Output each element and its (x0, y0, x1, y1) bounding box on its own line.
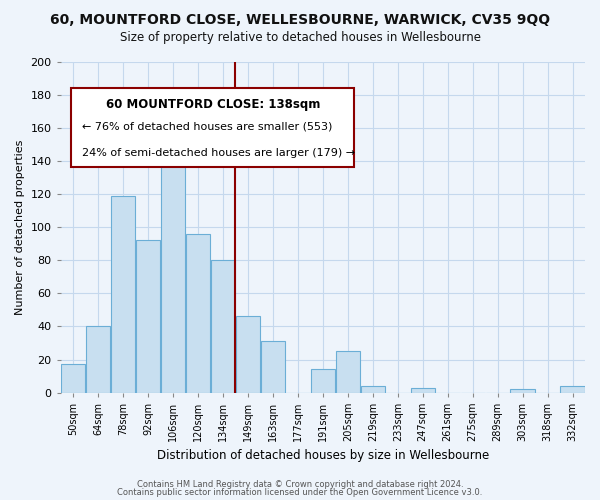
Y-axis label: Number of detached properties: Number of detached properties (15, 140, 25, 315)
Bar (186, 234, 210, 392)
Bar (211, 260, 235, 392)
Bar (560, 386, 584, 392)
Bar (336, 351, 360, 393)
Text: 60 MOUNTFORD CLOSE: 138sqm: 60 MOUNTFORD CLOSE: 138sqm (106, 98, 320, 111)
Bar (361, 386, 385, 392)
Bar (311, 370, 335, 392)
Bar (511, 390, 535, 392)
Text: Contains public sector information licensed under the Open Government Licence v3: Contains public sector information licen… (118, 488, 482, 497)
Text: Size of property relative to detached houses in Wellesbourne: Size of property relative to detached ho… (119, 31, 481, 44)
FancyBboxPatch shape (71, 88, 355, 168)
Text: ← 76% of detached houses are smaller (553): ← 76% of detached houses are smaller (55… (82, 121, 332, 131)
X-axis label: Distribution of detached houses by size in Wellesbourne: Distribution of detached houses by size … (157, 450, 489, 462)
Bar (410, 388, 435, 392)
Bar (161, 116, 185, 392)
Bar (86, 326, 110, 392)
Bar (261, 342, 285, 392)
Text: Contains HM Land Registry data © Crown copyright and database right 2024.: Contains HM Land Registry data © Crown c… (137, 480, 463, 489)
Bar (236, 316, 260, 392)
Bar (136, 240, 160, 392)
Bar (111, 196, 135, 392)
Text: 24% of semi-detached houses are larger (179) →: 24% of semi-detached houses are larger (… (82, 148, 355, 158)
Bar (61, 364, 85, 392)
Text: 60, MOUNTFORD CLOSE, WELLESBOURNE, WARWICK, CV35 9QQ: 60, MOUNTFORD CLOSE, WELLESBOURNE, WARWI… (50, 12, 550, 26)
